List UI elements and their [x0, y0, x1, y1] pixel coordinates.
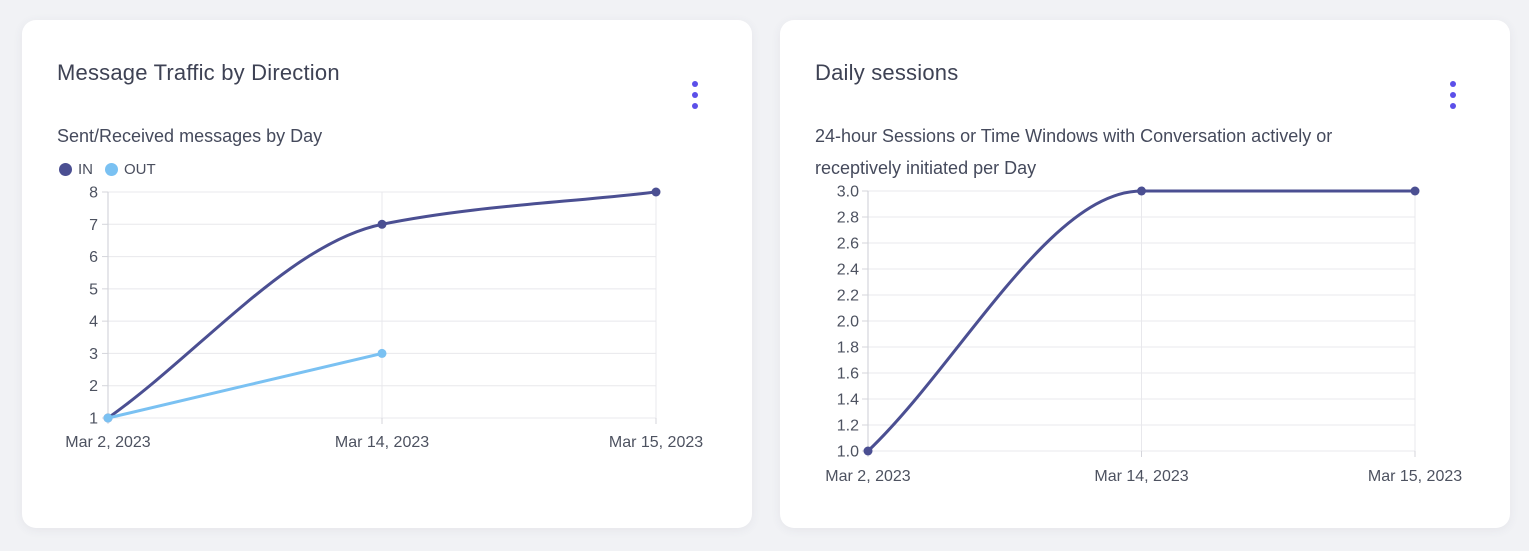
legend-label: IN — [78, 161, 93, 178]
svg-text:6: 6 — [89, 249, 98, 266]
svg-text:2.6: 2.6 — [837, 236, 859, 253]
svg-text:7: 7 — [89, 217, 98, 234]
svg-text:2: 2 — [89, 378, 98, 395]
kebab-vertical-icon — [1450, 103, 1456, 109]
svg-text:3: 3 — [89, 346, 98, 363]
legend-dot-icon — [105, 163, 118, 176]
svg-text:1.8: 1.8 — [837, 340, 859, 357]
svg-text:Mar 2, 2023: Mar 2, 2023 — [825, 468, 910, 485]
message-traffic-line-chart: 8 7 6 5 4 3 2 1 Mar 2, 2023 Mar 14, 2023 Mar 15, 2… — [65, 185, 703, 452]
svg-text:Mar 14, 2023: Mar 14, 2023 — [335, 434, 429, 451]
card-title: Daily sessions — [815, 60, 959, 85]
svg-text:5: 5 — [89, 281, 98, 298]
card-subtitle: 24-hour Sessions or Time Windows with Co… — [815, 120, 1332, 184]
svg-text:Mar 14, 2023: Mar 14, 2023 — [1094, 468, 1188, 485]
svg-text:1.6: 1.6 — [837, 366, 859, 383]
kebab-vertical-icon — [1450, 81, 1456, 87]
svg-text:2.0: 2.0 — [837, 314, 859, 331]
svg-text:1.0: 1.0 — [837, 444, 859, 461]
legend-label: OUT — [124, 161, 156, 178]
subtitle-line: 24-hour Sessions or Time Windows with Co… — [815, 126, 1333, 146]
svg-text:1.2: 1.2 — [837, 418, 859, 435]
legend-dot-icon — [59, 163, 72, 176]
svg-text:Mar 15, 2023: Mar 15, 2023 — [609, 434, 703, 451]
legend-item-out[interactable]: OUT — [105, 161, 156, 178]
svg-text:8: 8 — [89, 185, 98, 202]
message-traffic-card: Message Traffic by Direction Sent/Receiv… — [22, 20, 752, 528]
svg-text:4: 4 — [89, 314, 98, 331]
svg-text:1.4: 1.4 — [837, 392, 859, 409]
card-menu-button[interactable] — [680, 72, 710, 118]
kebab-vertical-icon — [692, 103, 698, 109]
svg-text:2.4: 2.4 — [837, 262, 859, 279]
daily-sessions-card: Daily sessions 24-hour Sessions or Time … — [780, 20, 1510, 528]
card-menu-button[interactable] — [1438, 72, 1468, 118]
svg-text:Mar 15, 2023: Mar 15, 2023 — [1368, 468, 1462, 485]
daily-sessions-line-chart: 3.0 2.8 2.6 2.4 2.2 2.0 1.8 1.6 1.4 1.2 1.0 Mar 2, … — [825, 184, 1462, 486]
svg-text:Mar 2, 2023: Mar 2, 2023 — [65, 434, 150, 451]
subtitle-line: receptively initiated per Day — [815, 158, 1037, 178]
subtitle-line: Sent/Received messages by Day — [57, 126, 323, 146]
kebab-vertical-icon — [1450, 92, 1456, 98]
chart-legend: IN OUT — [59, 161, 156, 178]
legend-item-in[interactable]: IN — [59, 161, 93, 178]
card-subtitle: Sent/Received messages by Day — [57, 120, 322, 152]
svg-text:2.8: 2.8 — [837, 210, 859, 227]
kebab-vertical-icon — [692, 92, 698, 98]
svg-text:1: 1 — [89, 411, 98, 428]
svg-text:3.0: 3.0 — [837, 184, 859, 201]
card-title: Message Traffic by Direction — [57, 60, 340, 85]
kebab-vertical-icon — [692, 81, 698, 87]
svg-text:2.2: 2.2 — [837, 288, 859, 305]
